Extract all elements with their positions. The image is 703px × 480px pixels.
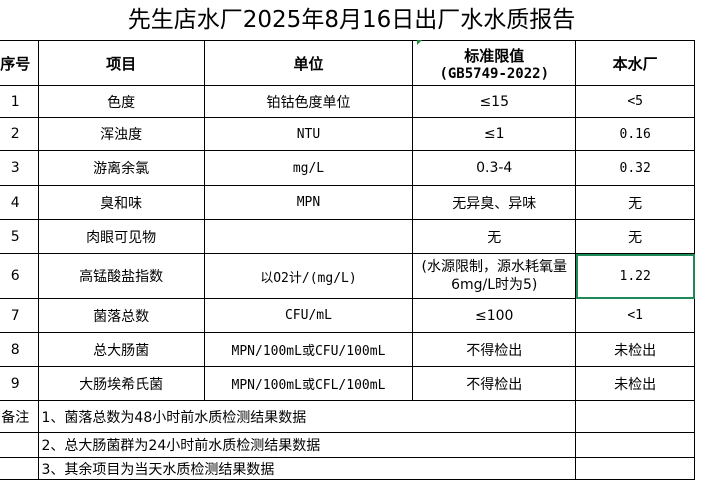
item-cell[interactable]: 高锰酸盐指数 <box>37 253 205 299</box>
note-row: 备注 1、菌落总数为48小时前水质检测结果数据 <box>0 400 695 433</box>
standard-cell[interactable]: 无异臭、异味 <box>412 185 577 220</box>
plant-value-cell[interactable]: 0.16 <box>575 117 695 151</box>
row-number[interactable]: 8 <box>0 332 39 367</box>
row-number[interactable]: 2 <box>0 117 39 151</box>
empty-cell[interactable] <box>575 400 695 433</box>
empty-cell[interactable] <box>0 457 39 480</box>
item-cell[interactable]: 浑浊度 <box>37 117 205 151</box>
header-plant[interactable]: 本水厂 <box>575 40 695 86</box>
item-cell[interactable]: 色度 <box>37 85 205 118</box>
header-row: 序号 项目 单位 标准限值 (GB5749-2022) 本水厂 <box>0 40 695 86</box>
table-row: 1 色度 铂钴色度单位 ≤15 <5 <box>0 85 695 118</box>
table-row: 3 游离余氯 mg/L 0.3-4 0.32 <box>0 150 695 186</box>
plant-value-cell[interactable]: 0.32 <box>575 150 695 186</box>
standard-cell[interactable]: 不得检出 <box>412 332 577 367</box>
standard-cell[interactable]: ≤1 <box>412 117 577 151</box>
water-quality-table: 序号 项目 单位 标准限值 (GB5749-2022) 本水厂 1 色度 铂钴色度单位… <box>0 40 695 480</box>
unit-cell[interactable]: CFU/mL <box>203 298 414 333</box>
table-row: 2 浑浊度 NTU ≤1 0.16 <box>0 117 695 151</box>
standard-cell[interactable]: (水源限制，源水耗氧量6mg/L时为5) <box>412 253 577 299</box>
note-3[interactable]: 3、其余项目为当天水质检测结果数据 <box>37 457 577 480</box>
item-cell[interactable]: 游离余氯 <box>37 150 205 186</box>
unit-cell[interactable]: 以O2计/(mg/L) <box>203 253 414 299</box>
row-number[interactable]: 4 <box>0 185 39 220</box>
note-2[interactable]: 2、总大肠菌群为24小时前水质检测结果数据 <box>37 432 577 458</box>
report-title: 先生店水厂2025年8月16日出厂水水质报告 <box>127 7 576 33</box>
unit-cell[interactable]: mg/L <box>203 150 414 186</box>
table-row: 7 菌落总数 CFU/mL ≤100 <1 <box>0 298 695 333</box>
standard-cell[interactable]: 0.3-4 <box>412 150 577 186</box>
plant-value-cell[interactable]: <1 <box>575 298 695 333</box>
table-row: 9 大肠埃希氏菌 MPN/100mL或CFL/100mL 不得检出 未检出 <box>0 366 695 401</box>
plant-value-cell[interactable]: <5 <box>575 85 695 118</box>
row-number[interactable]: 1 <box>0 85 39 118</box>
note-1[interactable]: 1、菌落总数为48小时前水质检测结果数据 <box>37 400 577 433</box>
item-cell[interactable]: 菌落总数 <box>37 298 205 333</box>
unit-cell[interactable]: MPN/100mL或CFU/100mL <box>203 332 414 367</box>
item-cell[interactable]: 肉眼可见物 <box>37 219 205 254</box>
plant-value-cell[interactable]: 未检出 <box>575 332 695 367</box>
row-number[interactable]: 7 <box>0 298 39 333</box>
unit-cell[interactable] <box>203 219 414 254</box>
notes-label[interactable]: 备注 <box>0 400 39 433</box>
header-no[interactable]: 序号 <box>0 40 39 86</box>
empty-cell[interactable] <box>0 432 39 458</box>
item-cell[interactable]: 大肠埃希氏菌 <box>37 366 205 401</box>
header-standard-line1: 标准限值 <box>464 46 525 65</box>
plant-value-cell[interactable]: 1.22 <box>575 253 695 299</box>
standard-cell[interactable]: ≤15 <box>412 85 577 118</box>
note-row: 2、总大肠菌群为24小时前水质检测结果数据 <box>0 432 695 458</box>
item-cell[interactable]: 总大肠菌 <box>37 332 205 367</box>
standard-cell[interactable]: 不得检出 <box>412 366 577 401</box>
row-number[interactable]: 6 <box>0 253 39 299</box>
header-standard[interactable]: 标准限值 (GB5749-2022) <box>412 40 577 86</box>
empty-cell[interactable] <box>575 432 695 458</box>
item-cell[interactable]: 臭和味 <box>37 185 205 220</box>
table-row: 6 高锰酸盐指数 以O2计/(mg/L) (水源限制，源水耗氧量6mg/L时为5) 1.… <box>0 253 695 299</box>
row-number[interactable]: 3 <box>0 150 39 186</box>
table-row: 4 臭和味 MPN 无异臭、异味无 <box>0 185 695 220</box>
row-number[interactable]: 9 <box>0 366 39 401</box>
empty-cell[interactable] <box>575 457 695 480</box>
unit-cell[interactable]: MPN <box>203 185 414 220</box>
header-standard-line2: (GB5749-2022) <box>439 65 550 82</box>
unit-cell[interactable]: 铂钴色度单位 <box>203 85 414 118</box>
comment-indicator-icon <box>417 40 422 45</box>
standard-cell[interactable]: 无 <box>412 219 577 254</box>
unit-cell[interactable]: NTU <box>203 117 414 151</box>
table-row: 5 肉眼可见物 无无 <box>0 219 695 254</box>
row-number[interactable]: 5 <box>0 219 39 254</box>
header-item[interactable]: 项目 <box>37 40 205 86</box>
standard-cell[interactable]: ≤100 <box>412 298 577 333</box>
plant-value-cell[interactable]: 无 <box>575 219 695 254</box>
note-row: 3、其余项目为当天水质检测结果数据 <box>0 457 695 480</box>
plant-value-cell[interactable]: 无 <box>575 185 695 220</box>
header-unit[interactable]: 单位 <box>203 40 414 86</box>
plant-value-cell[interactable]: 未检出 <box>575 366 695 401</box>
unit-cell[interactable]: MPN/100mL或CFL/100mL <box>203 366 414 401</box>
table-row: 8 总大肠菌 MPN/100mL或CFU/100mL 不得检出 未检出 <box>0 332 695 367</box>
